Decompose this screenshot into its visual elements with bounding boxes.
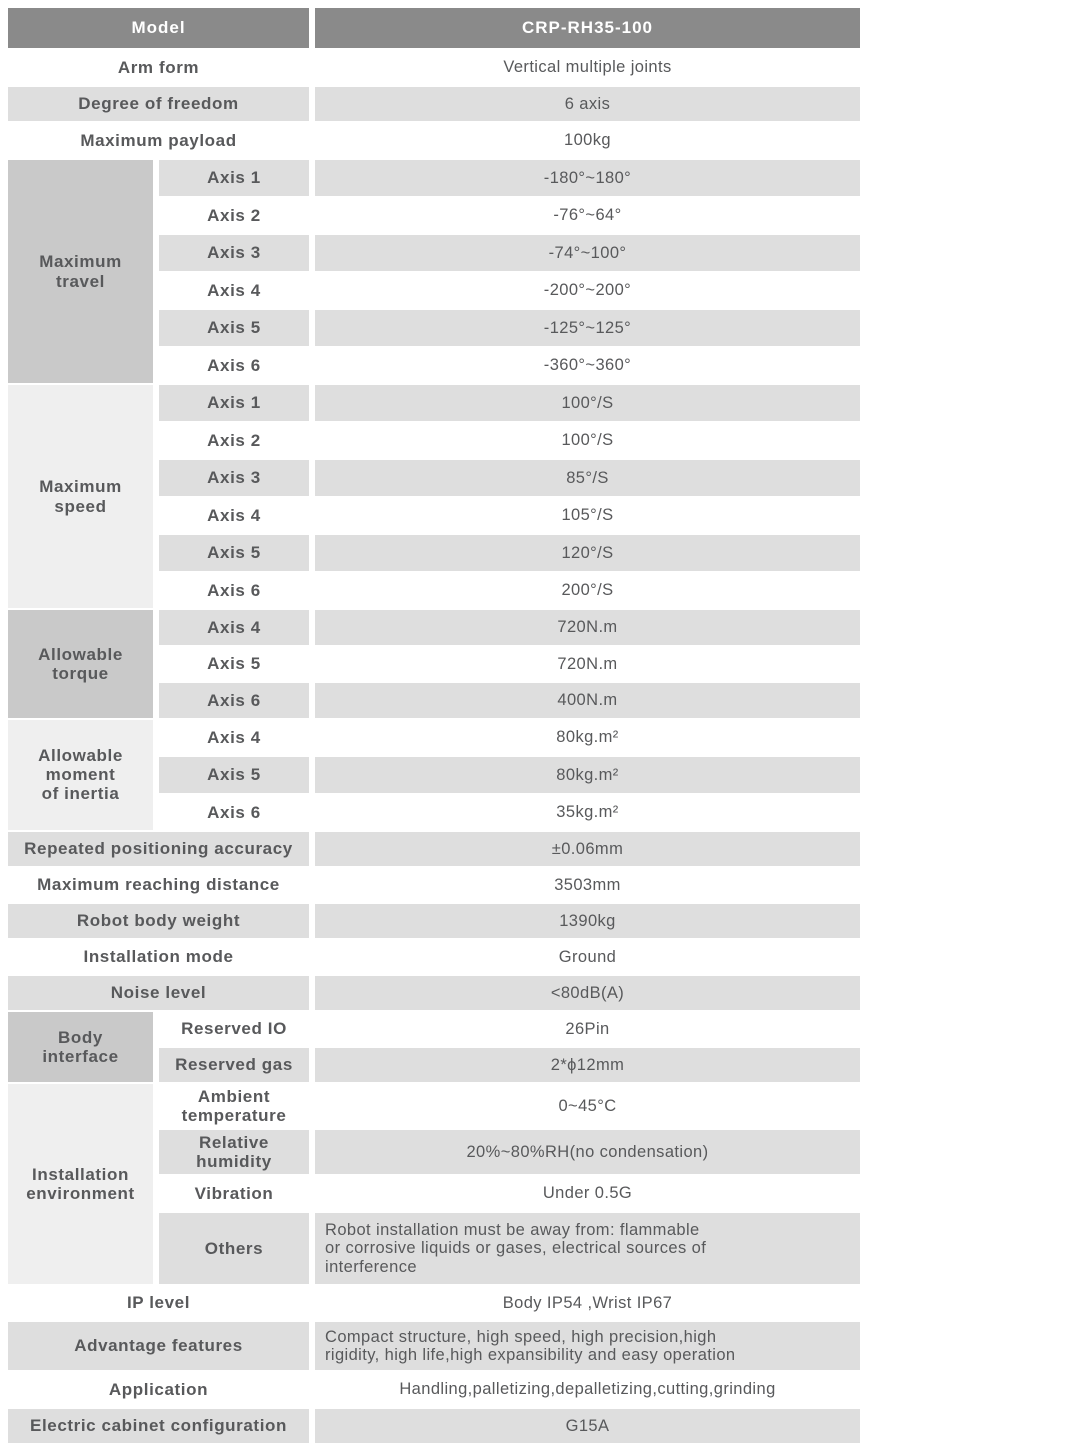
label-speed-axis-3: Axis 3 <box>159 460 309 496</box>
value-torque-axis-6: 400N.m <box>315 683 860 718</box>
value-noise-level: <80dB(A) <box>315 976 860 1010</box>
value-travel-axis-6: -360°~360° <box>543 356 632 375</box>
value-installation-mode: Ground <box>558 947 617 966</box>
value-reserved-gas: 2*ϕ12mm <box>315 1048 860 1082</box>
value-electric-cabinet-configuration: G15A <box>315 1409 860 1443</box>
label-travel-axis-1: Axis 1 <box>159 160 309 196</box>
label-torque-axis-6: Axis 6 <box>159 683 309 718</box>
value-ip-level: Body IP54 ,Wrist IP67 <box>502 1293 673 1312</box>
label-application: Application <box>108 1379 209 1399</box>
value-arm-form: Vertical multiple joints <box>503 58 672 77</box>
label-maximum-payload: Maximum payload <box>80 130 237 150</box>
label-inertia-axis-6: Axis 6 <box>207 802 261 822</box>
label-inertia-axis-4: Axis 4 <box>207 727 261 747</box>
label-relative-humidity: Relative humidity <box>159 1130 309 1174</box>
value-application: Handling,palletizing,depalletizing,cutti… <box>399 1380 776 1399</box>
group-label-maximum-travel: Maximum travel <box>8 160 153 383</box>
label-ambient-temperature: Ambient temperature <box>181 1086 287 1125</box>
label-speed-axis-5: Axis 5 <box>159 535 309 571</box>
value-torque-axis-5: 720N.m <box>557 654 618 673</box>
header-model-label: Model <box>8 8 309 48</box>
value-relative-humidity: 20%~80%RH(no condensation) <box>315 1130 860 1174</box>
label-torque-axis-4: Axis 4 <box>159 610 309 645</box>
group-label-allowable-moment-of-inertia: Allowable moment of inertia <box>8 719 153 830</box>
value-travel-axis-4: -200°~200° <box>543 281 632 300</box>
value-maximum-reaching-distance: 3503mm <box>554 875 621 894</box>
label-speed-axis-1: Axis 1 <box>159 385 309 421</box>
value-travel-axis-1: -180°~180° <box>315 160 860 196</box>
value-speed-axis-3: 85°/S <box>315 460 860 496</box>
label-arm-form: Arm form <box>117 57 200 77</box>
value-travel-axis-5: -125°~125° <box>315 310 860 346</box>
header-model-value: CRP-RH35-100 <box>315 8 860 48</box>
value-torque-axis-4: 720N.m <box>315 610 860 645</box>
value-inertia-axis-6: 35kg.m² <box>556 803 619 822</box>
label-reserved-gas: Reserved gas <box>159 1048 309 1082</box>
label-travel-axis-4: Axis 4 <box>207 280 261 300</box>
label-advantage-features: Advantage features <box>8 1322 309 1370</box>
value-travel-axis-2: -76°~64° <box>553 206 622 225</box>
label-others: Others <box>159 1213 309 1284</box>
value-travel-axis-3: -74°~100° <box>315 235 860 271</box>
label-repeated-positioning-accuracy: Repeated positioning accuracy <box>8 832 309 866</box>
value-speed-axis-6: 200°/S <box>561 581 614 600</box>
value-reserved-io: 26Pin <box>565 1019 610 1038</box>
value-repeated-positioning-accuracy: ±0.06mm <box>315 832 860 866</box>
value-speed-axis-5: 120°/S <box>315 535 860 571</box>
label-robot-body-weight: Robot body weight <box>8 904 309 938</box>
label-torque-axis-5: Axis 5 <box>207 654 261 674</box>
value-speed-axis-2: 100°/S <box>561 431 614 450</box>
group-label-allowable-torque: Allowable torque <box>8 610 153 718</box>
label-maximum-reaching-distance: Maximum reaching distance <box>37 875 280 895</box>
value-advantage-features: Compact structure, high speed, high prec… <box>315 1322 860 1370</box>
group-label-maximum-speed: Maximum speed <box>8 385 153 608</box>
label-vibration: Vibration <box>194 1183 274 1203</box>
label-electric-cabinet-configuration: Electric cabinet configuration <box>8 1409 309 1443</box>
label-travel-axis-5: Axis 5 <box>159 310 309 346</box>
value-degree-of-freedom: 6 axis <box>315 87 860 121</box>
label-speed-axis-2: Axis 2 <box>207 430 261 450</box>
label-ip-level: IP level <box>126 1293 191 1313</box>
value-speed-axis-4: 105°/S <box>561 506 614 525</box>
label-travel-axis-2: Axis 2 <box>207 205 261 225</box>
value-speed-axis-1: 100°/S <box>315 385 860 421</box>
label-degree-of-freedom: Degree of freedom <box>8 87 309 121</box>
value-vibration: Under 0.5G <box>542 1184 633 1203</box>
value-maximum-payload: 100kg <box>564 131 611 150</box>
label-inertia-axis-5: Axis 5 <box>159 757 309 793</box>
value-robot-body-weight: 1390kg <box>315 904 860 938</box>
value-others: Robot installation must be away from: fl… <box>315 1213 860 1284</box>
label-speed-axis-6: Axis 6 <box>207 580 261 600</box>
label-noise-level: Noise level <box>8 976 309 1010</box>
value-inertia-axis-5: 80kg.m² <box>315 757 860 793</box>
group-label-installation-environment: Installation environment <box>8 1084 153 1284</box>
label-speed-axis-4: Axis 4 <box>207 505 261 525</box>
label-reserved-io: Reserved IO <box>181 1019 287 1039</box>
group-label-body-interface: Body interface <box>8 1012 153 1082</box>
value-ambient-temperature: 0~45°C <box>558 1096 617 1115</box>
label-travel-axis-3: Axis 3 <box>159 235 309 271</box>
label-installation-mode: Installation mode <box>83 947 234 967</box>
value-inertia-axis-4: 80kg.m² <box>556 728 619 747</box>
spec-table: Model CRP-RH35-100 Arm form Vertical mul… <box>8 8 860 1443</box>
label-travel-axis-6: Axis 6 <box>207 355 261 375</box>
